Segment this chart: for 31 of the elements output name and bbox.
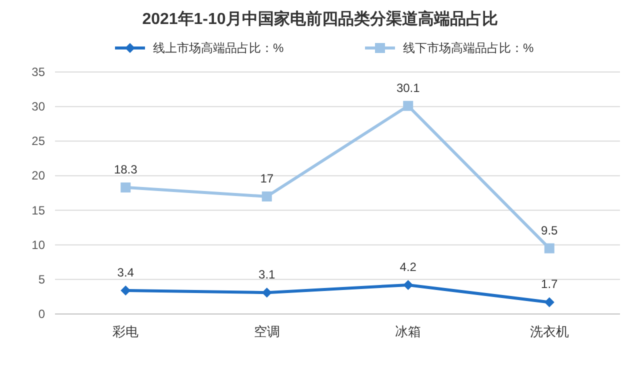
point [403,280,414,290]
y-tick-label: 0 [38,307,46,321]
data-label: 4.2 [400,260,417,274]
x-tick-label: 彩电 [112,324,139,339]
y-tick-label: 15 [32,203,46,218]
data-label: 18.3 [114,162,138,176]
data-label: 30.1 [396,80,420,95]
x-tick-label: 冰箱 [395,324,422,339]
y-tick-label: 20 [32,168,46,183]
point [262,191,272,202]
y-tick-label: 35 [32,65,46,79]
point [544,243,554,254]
chart-title: 2021年1-10月中国家电前四品类分渠道高端品占比 [142,9,498,28]
legend-label: 线上市场高端品占比：% [153,41,284,55]
data-label: 17 [260,171,274,186]
x-tick-label: 洗衣机 [530,324,569,339]
point [262,288,272,298]
y-tick-label: 10 [32,238,46,252]
point [544,297,554,308]
y-tick-label: 25 [32,134,46,148]
data-label: 3.1 [258,268,276,282]
point [403,100,414,111]
legend-label: 线下市场高端品占比：% [403,41,534,55]
data-label: 9.5 [541,223,558,238]
data-label: 1.7 [541,277,558,292]
point [120,182,131,192]
y-tick-label: 5 [38,272,46,286]
y-tick-label: 30 [32,100,46,114]
point [120,285,131,296]
data-label: 3.4 [117,265,134,280]
x-tick-label: 空调 [254,324,280,339]
